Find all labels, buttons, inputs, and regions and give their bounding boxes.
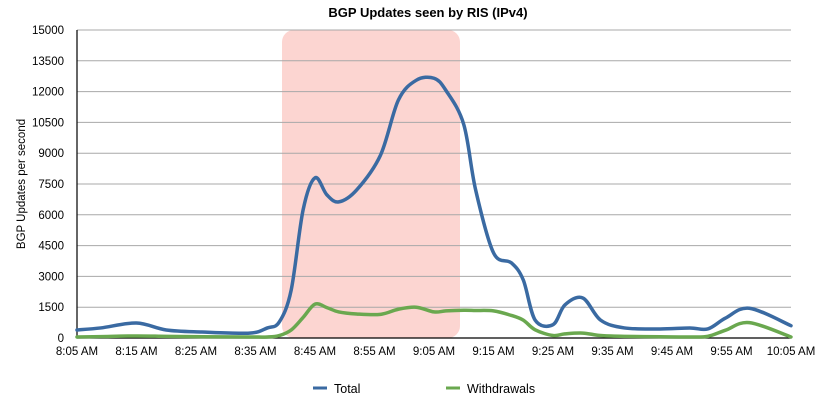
y-axis-ticks: 0 1500 3000 4500 6000 7500 9000 10500 12000 13500… — [32, 25, 64, 345]
x-tick-label: 8:25 AM — [175, 346, 217, 358]
y-tick-label: 6000 — [38, 210, 64, 222]
x-tick-label: 9:25 AM — [532, 346, 574, 358]
series-line-withdrawals — [75, 301, 793, 339]
y-tick-label: 10500 — [32, 117, 64, 129]
y-tick-label: 1500 — [38, 302, 64, 314]
y-tick-label: 3000 — [38, 271, 64, 283]
x-tick-label: 9:55 AM — [710, 346, 752, 358]
y-tick-label: 0 — [58, 333, 64, 345]
legend: Total Withdrawals — [313, 382, 535, 396]
y-tick-label: 15000 — [32, 25, 64, 37]
x-tick-label: 9:35 AM — [591, 346, 633, 358]
legend-withdrawals-label: Withdrawals — [467, 382, 535, 396]
x-tick-label: 9:45 AM — [651, 346, 693, 358]
y-tick-label: 7500 — [38, 179, 64, 191]
y-tick-label: 13500 — [32, 56, 64, 68]
x-tick-label: 8:35 AM — [234, 346, 276, 358]
y-axis-label: BGP Updates per second — [16, 119, 28, 249]
x-axis-ticks: 8:05 AM 8:15 AM 8:25 AM 8:35 AM 8:45 AM 8:55 … — [56, 346, 815, 358]
y-tick-label: 4500 — [38, 241, 64, 253]
x-tick-label: 8:55 AM — [353, 346, 395, 358]
x-tick-label: 8:45 AM — [294, 346, 336, 358]
y-tick-label: 12000 — [32, 87, 64, 99]
gridlines — [77, 29, 791, 308]
x-tick-label: 10:05 AM — [767, 346, 816, 358]
chart-title: BGP Updates seen by RIS (IPv4) — [328, 5, 527, 20]
x-tick-label: 9:05 AM — [413, 346, 455, 358]
x-tick-label: 8:15 AM — [115, 346, 157, 358]
series-line-total — [75, 75, 793, 336]
series-lines — [75, 75, 793, 339]
legend-total-label: Total — [334, 382, 360, 396]
x-tick-label: 9:15 AM — [472, 346, 514, 358]
x-tick-label: 8:05 AM — [56, 346, 98, 358]
y-tick-label: 9000 — [38, 148, 64, 160]
